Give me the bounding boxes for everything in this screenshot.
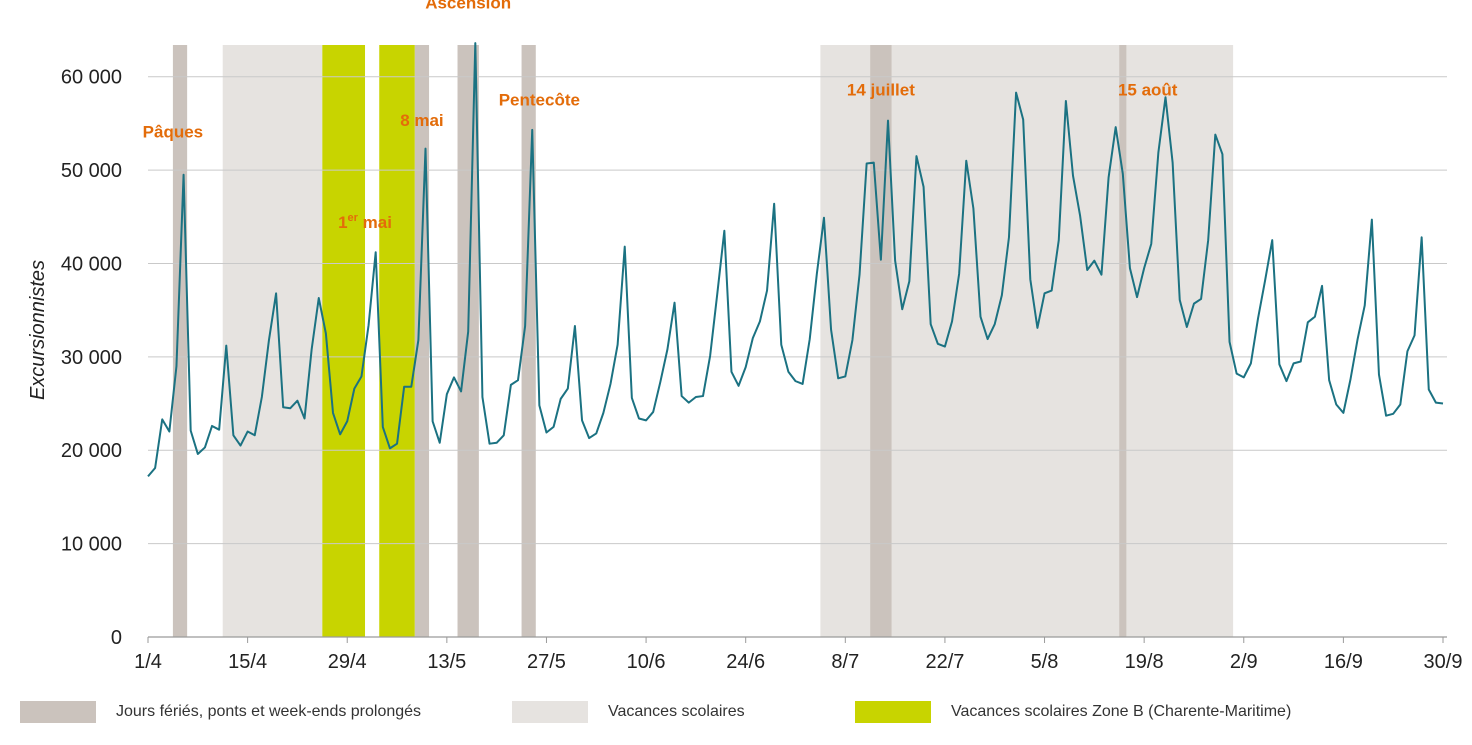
annotation-label: Pâques [143,122,203,141]
band-school-0 [222,45,323,637]
y-tick-label: 30 000 [61,347,122,369]
x-tick-label: 19/8 [1125,651,1164,673]
x-tick-label: 29/4 [328,651,367,673]
legend-swatch-school-holidays [512,701,588,723]
series-line-layer [147,42,1444,478]
legend-swatch-holidays [20,701,96,723]
legend-swatch-zone-b [855,701,931,723]
y-tick-label: 40 000 [61,253,122,275]
series-line-0 [147,42,1444,478]
y-tick-label: 20 000 [61,440,122,462]
band-holiday-9 [1119,45,1127,637]
band-holiday-6 [457,45,479,637]
axes: 0 10 000 20 000 30 000 40 000 50 000 60 000 1/4… [61,67,1463,673]
x-tick-label: 16/9 [1324,651,1363,673]
annotation-label: Pentecôte [499,91,580,110]
y-tick-label: 50 000 [61,160,122,182]
x-tick-label: 5/8 [1031,651,1059,673]
x-tick-label: 24/6 [726,651,765,673]
band-holiday-7 [521,45,536,637]
legend-item-zone-b: Vacances scolaires Zone B (Charente-Mari… [855,698,1291,726]
y-tick-label: 10 000 [61,534,122,556]
band-zone-b-2 [322,45,366,637]
period-bands [172,45,1234,637]
legend-item-holidays: Jours fériés, ponts et week-ends prolong… [20,698,421,726]
legend-item-school-holidays: Vacances scolaires [512,698,745,726]
annotations: Pâques 1er mai 8 mai Ascension Pentecôte 14 j… [143,0,1178,232]
x-tick-label: 27/5 [527,651,566,673]
x-tick-label: 30/9 [1424,651,1463,673]
annotation-label: 15 août [1118,80,1178,99]
x-tick-label: 10/6 [627,651,666,673]
annotation-label: 1er mai [338,212,392,232]
band-zone-b-3 [379,45,415,637]
x-tick-label: 13/5 [427,651,466,673]
x-tick-label: 1/4 [134,651,162,673]
legend-label-holidays: Jours fériés, ponts et week-ends prolong… [116,703,422,720]
x-tick-label: 8/7 [831,651,859,673]
legend-label-zone-b: Vacances scolaires Zone B (Charente-Mari… [951,703,1292,720]
x-tick-label: 15/4 [228,651,267,673]
annotation-label: 8 mai [400,111,443,130]
x-tick-label: 22/7 [925,651,964,673]
y-axis-label: Excursionnistes [27,260,49,400]
y-tick-label: 0 [111,627,122,649]
legend-label-school-holidays: Vacances scolaires [608,703,745,720]
x-tick-label: 2/9 [1230,651,1258,673]
annotation-label: Ascension [425,0,511,13]
y-tick-label: 60 000 [61,67,122,89]
band-holiday-5 [414,45,430,637]
annotation-label: 14 juillet [847,80,915,99]
